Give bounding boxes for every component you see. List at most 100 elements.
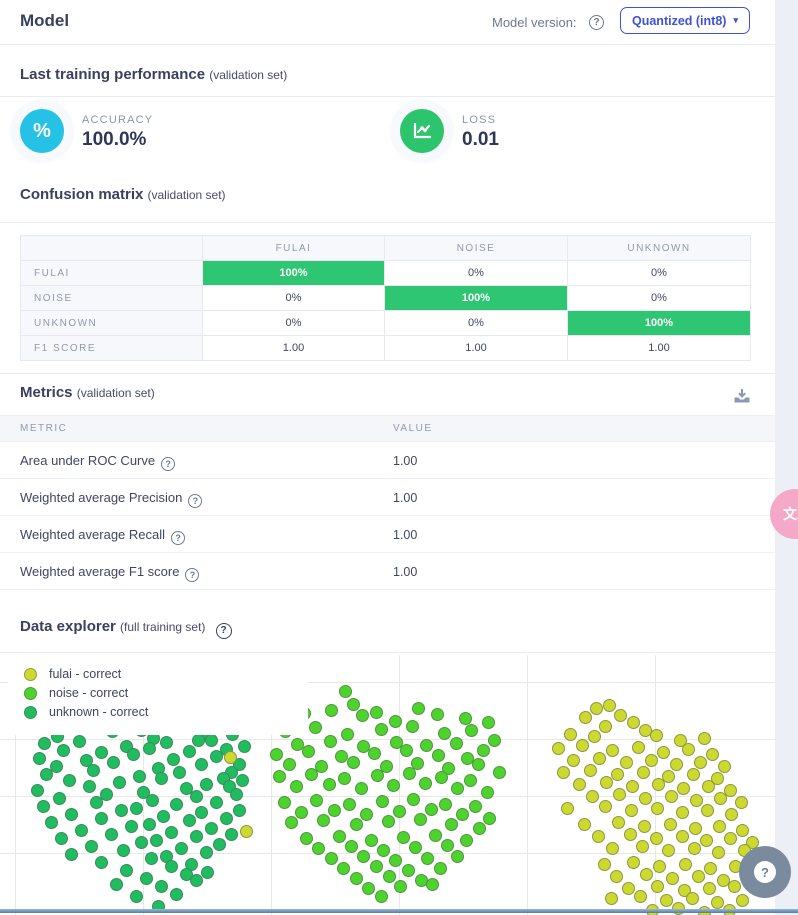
scatter-point[interactable] (124, 819, 138, 833)
scatter-point[interactable] (405, 719, 419, 733)
scatter-point[interactable] (338, 684, 352, 698)
scatter-point[interactable] (661, 769, 675, 783)
scatter-point[interactable] (336, 861, 350, 875)
scatter-point[interactable] (717, 759, 731, 773)
scatter-point[interactable] (693, 755, 707, 769)
scatter-point[interactable] (386, 778, 400, 792)
scatter-point[interactable] (450, 849, 464, 863)
scatter-point[interactable] (179, 867, 193, 881)
scatter-point[interactable] (388, 714, 402, 728)
scatter-point[interactable] (134, 835, 148, 849)
scatter-point[interactable] (364, 833, 378, 847)
scatter-point[interactable] (437, 726, 451, 740)
scatter-point[interactable] (450, 781, 464, 795)
scatter-point[interactable] (284, 815, 298, 829)
scatter-point[interactable] (492, 765, 506, 779)
scatter-point[interactable] (132, 769, 146, 783)
scatter-point[interactable] (355, 708, 369, 722)
scatter-point[interactable] (678, 857, 692, 871)
scatter-point[interactable] (327, 803, 341, 817)
scatter-point[interactable] (204, 733, 218, 747)
scatter-point[interactable] (605, 841, 619, 855)
scatter-point[interactable] (460, 751, 474, 765)
scatter-point[interactable] (710, 895, 724, 909)
scatter-point[interactable] (664, 789, 678, 803)
scatter-point[interactable] (89, 795, 103, 809)
scatter-point[interactable] (399, 743, 413, 757)
scatter-point[interactable] (154, 879, 168, 893)
metric-help-icon[interactable]: ? (161, 457, 176, 471)
scatter-point[interactable] (663, 817, 677, 831)
scatter-point[interactable] (32, 751, 46, 765)
scatter-point[interactable] (282, 757, 296, 771)
scatter-point[interactable] (430, 707, 444, 721)
scatter-point[interactable] (139, 871, 153, 885)
scatter-point[interactable] (37, 736, 51, 750)
scatter-point[interactable] (686, 767, 700, 781)
scatter-point[interactable] (369, 859, 383, 873)
scatter-point[interactable] (644, 753, 658, 767)
scatter-point[interactable] (289, 779, 303, 793)
scatter-point[interactable] (455, 807, 469, 821)
scatter-point[interactable] (129, 889, 143, 903)
scatter-point[interactable] (637, 819, 651, 833)
scatter-point[interactable] (294, 805, 308, 819)
scatter-point[interactable] (354, 781, 368, 795)
scatter-point[interactable] (587, 729, 601, 743)
scatter-point[interactable] (480, 785, 494, 799)
scatter-point[interactable] (189, 829, 203, 843)
scatter-point[interactable] (219, 811, 233, 825)
scatter-point[interactable] (713, 791, 727, 805)
scatter-point[interactable] (212, 837, 226, 851)
scatter-point[interactable] (458, 711, 472, 725)
scatter-point[interactable] (609, 869, 623, 883)
scatter-point[interactable] (200, 865, 214, 879)
scatter-point[interactable] (420, 851, 434, 865)
scatter-point[interactable] (482, 811, 496, 825)
scatter-point[interactable] (723, 831, 737, 845)
model-version-dropdown[interactable]: Quantized (int8) ▾ (620, 7, 750, 34)
scatter-point[interactable] (410, 756, 424, 770)
scatter-point[interactable] (349, 817, 363, 831)
scatter-point[interactable] (723, 783, 737, 797)
scatter-point[interactable] (54, 831, 68, 845)
scatter-point[interactable] (356, 739, 370, 753)
scatter-point[interactable] (611, 815, 625, 829)
scatter-point[interactable] (94, 855, 108, 869)
scatter-point[interactable] (605, 743, 619, 757)
metric-help-icon[interactable]: ? (185, 568, 200, 582)
scatter-point[interactable] (346, 755, 360, 769)
help-button[interactable]: ? (739, 846, 791, 898)
scatter-point[interactable] (109, 877, 123, 891)
scatter-point[interactable] (62, 773, 76, 787)
scatter-point[interactable] (413, 812, 427, 826)
scatter-point[interactable] (142, 741, 156, 755)
scatter-point[interactable] (204, 821, 218, 835)
scatter-point[interactable] (592, 751, 606, 765)
scatter-point[interactable] (673, 733, 687, 747)
scatter-point[interactable] (563, 727, 577, 741)
scatter-point[interactable] (194, 757, 208, 771)
scatter-point[interactable] (30, 783, 44, 797)
scatter-point[interactable] (649, 728, 663, 742)
scatter-point[interactable] (370, 768, 384, 782)
scatter-point[interactable] (374, 722, 388, 736)
scatter-point[interactable] (419, 738, 433, 752)
scatter-point[interactable] (689, 793, 703, 807)
scatter-point[interactable] (705, 747, 719, 761)
scatter-point[interactable] (272, 769, 286, 783)
scatter-point[interactable] (316, 813, 330, 827)
scatter-point[interactable] (237, 739, 251, 753)
scatter-point[interactable] (290, 737, 304, 751)
scatter-point[interactable] (299, 831, 313, 845)
scatter-point[interactable] (49, 759, 63, 773)
scatter-point[interactable] (425, 877, 439, 891)
legend-item-noise[interactable]: noise - correct (24, 685, 128, 701)
scatter-point[interactable] (142, 817, 156, 831)
legend-item-fulai[interactable]: fulai - correct (24, 666, 121, 682)
scatter-point[interactable] (369, 705, 383, 719)
legend-item-unknown[interactable]: unknown - correct (24, 704, 148, 720)
scatter-point[interactable] (74, 823, 88, 837)
scatter-point[interactable] (189, 873, 203, 887)
scatter-point[interactable] (376, 843, 390, 857)
